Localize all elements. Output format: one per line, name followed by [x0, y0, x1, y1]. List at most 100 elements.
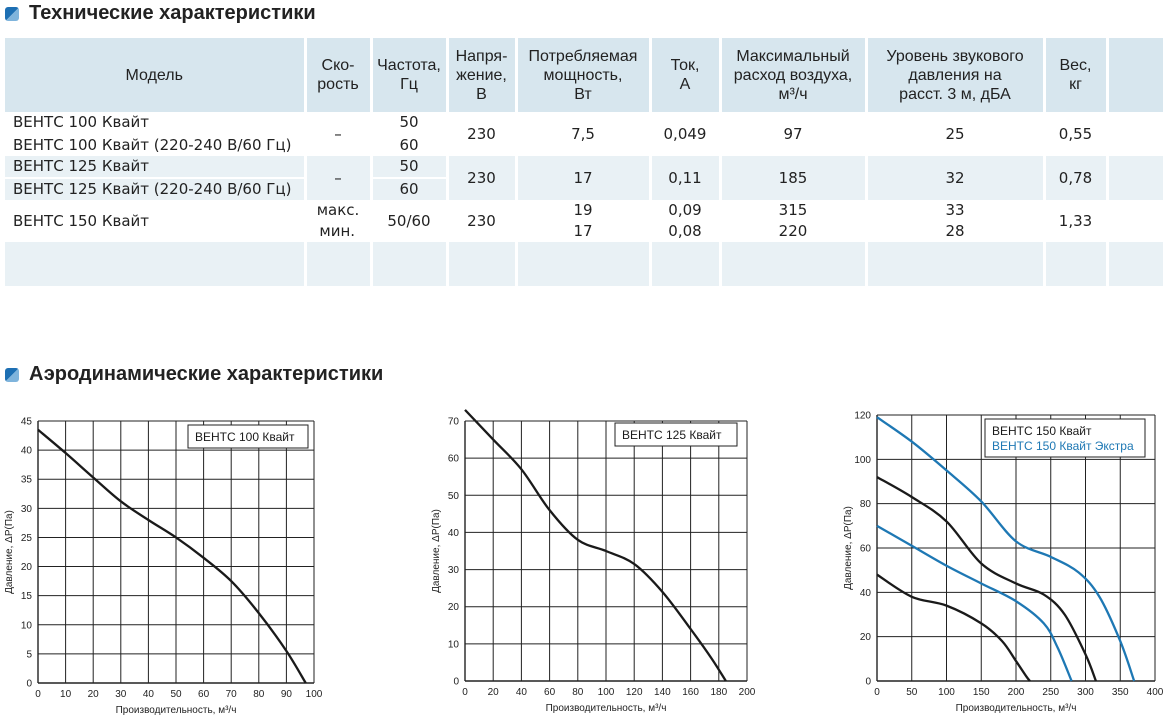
y-tick-label: 40 [860, 588, 872, 599]
cell-current: 0,11 [648, 156, 720, 200]
cell-model: ВЕНТС 100 Квайт (220-240 В/60 Гц) [5, 133, 305, 156]
series-line [876, 573, 1031, 682]
header-current-text: Ток, А [670, 57, 700, 93]
x-tick-label: 0 [35, 689, 41, 700]
x-tick-label: 300 [1077, 687, 1094, 698]
y-tick-label: 25 [21, 533, 33, 544]
y-tick-label: 45 [21, 417, 33, 428]
cell-power: 7,5 [514, 112, 650, 156]
cell-power: 19 [514, 200, 650, 221]
header-airflow-text: Максимальный расход воздуха, м³/ч [733, 47, 853, 103]
header-speed: Ско-рость [303, 38, 371, 112]
legend-box [614, 422, 738, 447]
filler-cell [1042, 242, 1107, 286]
y-tick-label: 20 [21, 562, 33, 573]
x-tick-label: 90 [281, 689, 293, 700]
cell-noise: 25 [864, 112, 1044, 156]
cell-voltage: 230 [445, 112, 516, 156]
x-tick-label: 10 [60, 689, 72, 700]
series-line [37, 428, 307, 684]
y-tick-label: 30 [21, 504, 33, 515]
x-tick-label: 0 [874, 687, 880, 698]
cell-speed: – [303, 156, 371, 200]
cell-voltage: 230 [445, 200, 516, 242]
y-tick-label: 60 [860, 544, 872, 555]
cell-frequency: 60 [369, 177, 447, 200]
cell-power: 17 [514, 221, 650, 242]
aero-section-title: Аэродинамические характеристики [5, 363, 383, 386]
cell-model: ВЕНТС 125 Квайт [5, 156, 305, 178]
cell-speed: мин. [305, 221, 371, 242]
header-weight: Вес, кг [1042, 38, 1107, 112]
filler-cell [864, 242, 1044, 286]
x-tick-label: 70 [226, 689, 238, 700]
x-tick-label: 60 [198, 689, 210, 700]
header-current: Ток, А [648, 38, 720, 112]
x-tick-label: 50 [170, 689, 182, 700]
cell-blank [1105, 112, 1163, 156]
x-tick-label: 120 [626, 687, 643, 698]
cell-noise: 32 [864, 156, 1044, 200]
cell-airflow: 185 [718, 156, 866, 200]
cell-noise: 33 [864, 200, 1044, 221]
series-line [876, 476, 1097, 682]
chart-vents-100: 0 10 20 30 40 50 60 70 80 90 100 0 5 10 15 20 25 30 35 40 45… [0, 408, 330, 720]
legend-box [187, 424, 309, 449]
x-tick-label: 30 [115, 689, 127, 700]
tech-section-title: Технические характеристики [5, 2, 316, 25]
cell-weight: 0,78 [1042, 156, 1107, 200]
cell-weight: 1,33 [1042, 200, 1107, 242]
x-tick-label: 150 [973, 687, 990, 698]
x-tick-label: 100 [598, 687, 615, 698]
y-tick-label: 0 [26, 679, 32, 690]
y-tick-label: 0 [453, 677, 459, 688]
y-tick-label: 40 [448, 528, 460, 539]
table-header-row: Модель Ско-рость Частота, Гц Напря-жение,… [5, 38, 1163, 112]
filler-cell [648, 242, 720, 286]
legend-box [984, 418, 1146, 458]
cell-frequency: 60 [369, 133, 447, 156]
header-noise-text: Уровень звукового давления на расст. 3 м, … [886, 47, 1024, 103]
header-blank [1105, 38, 1163, 112]
cell-model: ВЕНТС 125 Квайт (220-240 В/60 Гц) [5, 177, 305, 200]
chart-svg-100: 0 10 20 30 40 50 60 70 80 90 100 0 5 10 15 20 25 30 35 40 45… [4, 417, 323, 717]
y-axis-title: Давление, ΔР(Па) [843, 506, 854, 590]
header-voltage: Напря-жение, В [445, 38, 516, 112]
table-filler-row [5, 242, 1163, 286]
chart-vents-125: 0 20 40 60 80 100 120 140 160 180 200 0 10 20 30 40 50 60… [420, 408, 760, 720]
y-tick-label: 10 [448, 639, 460, 650]
filler-cell [718, 242, 866, 286]
y-tick-label: 20 [448, 602, 460, 613]
x-tick-label: 200 [1008, 687, 1025, 698]
series-line [464, 409, 727, 682]
y-tick-label: 5 [26, 649, 32, 660]
y-axis-title: Давление, ΔР(Па) [4, 510, 15, 594]
cell-current: 0,049 [648, 112, 720, 156]
spec-table: Модель Ско-рость Частота, Гц Напря-жение,… [5, 38, 1163, 286]
filler-cell [445, 242, 516, 286]
cell-airflow: 220 [718, 221, 866, 242]
cell-weight: 0,55 [1042, 112, 1107, 156]
x-tick-label: 160 [682, 687, 699, 698]
y-tick-label: 50 [448, 491, 460, 502]
legend-entry: ВЕНТС 150 Квайт [992, 424, 1092, 438]
y-tick-label: 70 [448, 417, 460, 428]
y-tick-label: 100 [854, 455, 871, 466]
aero-section-label: Аэродинамические характеристики [29, 363, 384, 385]
y-tick-label: 60 [448, 454, 460, 465]
cell-current: 0,08 [648, 221, 720, 242]
filler-cell [1105, 242, 1163, 286]
y-tick-label: 15 [21, 591, 33, 602]
chart-svg-125: 0 20 40 60 80 100 120 140 160 180 200 0 10 20 30 40 50 60… [431, 409, 756, 714]
header-speed-text: Ско-рость [317, 57, 359, 93]
cell-noise: 28 [864, 221, 1044, 242]
cell-model: ВЕНТС 100 Квайт [5, 112, 305, 134]
y-tick-label: 10 [21, 620, 33, 631]
grid-lines [876, 414, 1156, 682]
header-model: Модель [5, 38, 305, 112]
filler-cell [5, 242, 305, 286]
table-row: ВЕНТС 125 Квайт – 50 230 17 0,11 185 32 … [5, 156, 1163, 200]
y-tick-label: 80 [860, 499, 872, 510]
legend-entry: ВЕНТС 100 Квайт [195, 430, 295, 444]
x-tick-label: 400 [1147, 687, 1164, 698]
